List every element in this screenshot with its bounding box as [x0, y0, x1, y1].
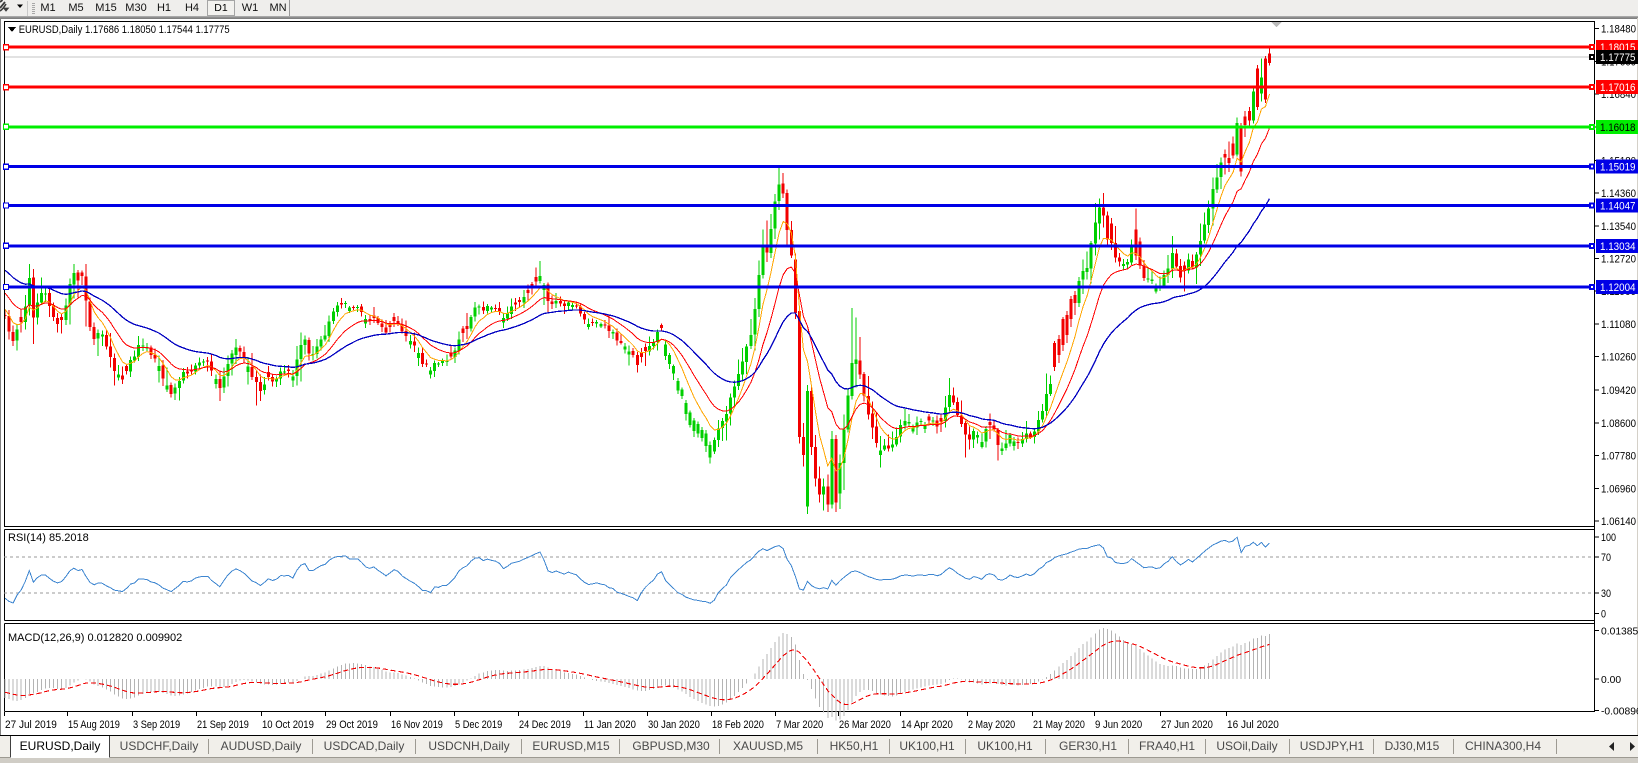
- svg-text:18 Feb 2020: 18 Feb 2020: [712, 719, 764, 731]
- svg-text:1.17016: 1.17016: [1600, 82, 1636, 94]
- svg-text:0.013858: 0.013858: [1601, 626, 1638, 637]
- svg-text:16 Nov 2019: 16 Nov 2019: [391, 719, 443, 731]
- svg-text:1.08600: 1.08600: [1601, 418, 1636, 430]
- svg-text:1.12720: 1.12720: [1601, 254, 1636, 266]
- svg-text:1.12004: 1.12004: [1600, 282, 1636, 294]
- svg-text:30: 30: [1601, 588, 1611, 600]
- svg-text:1.06960: 1.06960: [1601, 483, 1636, 495]
- svg-text:1.18480: 1.18480: [1601, 24, 1636, 36]
- svg-text:21 May 2020: 21 May 2020: [1033, 719, 1085, 731]
- svg-text:21 Sep 2019: 21 Sep 2019: [197, 719, 249, 731]
- svg-text:RSI(14) 85.2018: RSI(14) 85.2018: [8, 532, 89, 544]
- svg-text:27 Jul 2019: 27 Jul 2019: [5, 719, 57, 731]
- svg-text:1.15019: 1.15019: [1600, 162, 1636, 174]
- svg-text:2 May 2020: 2 May 2020: [968, 719, 1015, 731]
- svg-text:1.13540: 1.13540: [1601, 221, 1636, 233]
- svg-text:7 Mar 2020: 7 Mar 2020: [776, 719, 823, 731]
- svg-text:24 Dec 2019: 24 Dec 2019: [519, 719, 571, 731]
- svg-text:14 Apr 2020: 14 Apr 2020: [901, 719, 953, 731]
- svg-text:EURUSD,Daily 1.17686 1.18050: EURUSD,Daily 1.17686 1.18050 1.17544 1.1…: [19, 24, 230, 36]
- svg-text:-0.008968: -0.008968: [1601, 707, 1638, 718]
- svg-text:MACD(12,26,9) 0.012820 0.00990: MACD(12,26,9) 0.012820 0.009902: [8, 632, 182, 644]
- svg-text:15 Aug 2019: 15 Aug 2019: [68, 719, 120, 731]
- svg-text:10 Oct 2019: 10 Oct 2019: [262, 719, 314, 731]
- svg-text:1.07780: 1.07780: [1601, 451, 1636, 463]
- svg-text:1.13034: 1.13034: [1600, 241, 1636, 253]
- svg-text:26 Mar 2020: 26 Mar 2020: [839, 719, 891, 731]
- svg-text:0: 0: [1601, 609, 1606, 621]
- svg-text:1.17775: 1.17775: [1600, 52, 1636, 64]
- svg-text:100: 100: [1601, 532, 1616, 544]
- svg-text:30 Jan 2020: 30 Jan 2020: [648, 719, 700, 731]
- svg-text:1.14360: 1.14360: [1601, 188, 1636, 200]
- svg-text:1.06140: 1.06140: [1601, 516, 1636, 528]
- svg-text:16 Jul 2020: 16 Jul 2020: [1227, 719, 1279, 731]
- svg-text:1.16018: 1.16018: [1600, 122, 1636, 134]
- svg-text:29 Oct 2019: 29 Oct 2019: [326, 719, 378, 731]
- svg-text:5 Dec 2019: 5 Dec 2019: [455, 719, 502, 731]
- svg-text:1.09420: 1.09420: [1601, 385, 1636, 397]
- svg-text:1.10260: 1.10260: [1601, 352, 1636, 364]
- svg-text:27 Jun 2020: 27 Jun 2020: [1161, 719, 1213, 731]
- svg-text:0.00: 0.00: [1601, 675, 1621, 686]
- svg-text:1.11080: 1.11080: [1601, 319, 1636, 331]
- svg-text:9 Jun 2020: 9 Jun 2020: [1095, 719, 1142, 731]
- svg-text:3 Sep 2019: 3 Sep 2019: [133, 719, 180, 731]
- svg-text:1.14047: 1.14047: [1600, 201, 1636, 213]
- svg-text:11 Jan 2020: 11 Jan 2020: [584, 719, 636, 731]
- svg-text:70: 70: [1601, 552, 1611, 564]
